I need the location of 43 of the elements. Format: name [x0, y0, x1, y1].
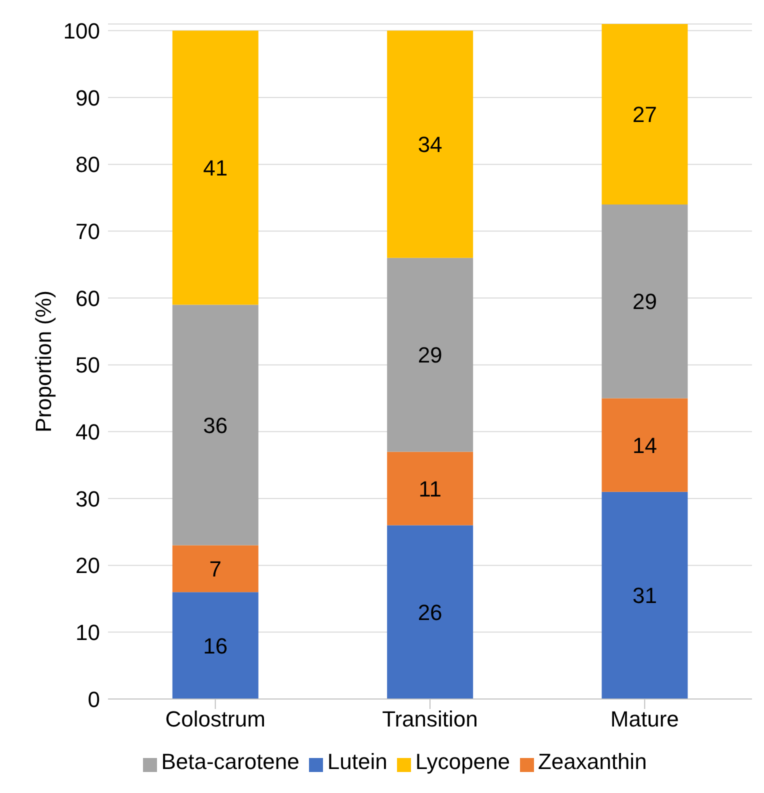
x-tick-label: Mature: [610, 706, 679, 732]
data-label: 7: [209, 556, 222, 582]
bar: [602, 204, 688, 398]
data-label: 36: [203, 412, 228, 438]
legend-label: Zeaxanthin: [538, 749, 647, 774]
x-tick-label: Transition: [382, 706, 478, 732]
bar: [172, 545, 258, 592]
data-label: 29: [418, 342, 442, 368]
data-label: 27: [632, 102, 657, 128]
y-axis-title: Proportion (%): [30, 290, 56, 432]
bar: [172, 30, 258, 305]
y-tick-label: 30: [76, 486, 100, 512]
data-label: 11: [418, 476, 442, 502]
y-tick-label: 40: [76, 419, 100, 444]
bar: [602, 24, 688, 204]
bar: [602, 492, 688, 699]
bar: [387, 30, 474, 258]
legend-label: Lutein: [327, 749, 388, 774]
data-label: 31: [632, 583, 657, 608]
bar: [172, 304, 258, 546]
y-tick-label: 20: [76, 553, 100, 578]
data-label: 26: [418, 600, 442, 625]
data-label: 14: [632, 432, 657, 458]
data-label: 16: [203, 633, 228, 658]
data-label: 34: [418, 132, 442, 158]
y-tick-label: 60: [76, 286, 100, 311]
y-tick-label: 50: [76, 352, 100, 378]
bar: [172, 592, 258, 699]
y-tick-label: 0: [88, 686, 100, 712]
bar: [602, 398, 688, 492]
bar: [387, 525, 474, 699]
data-label: 29: [632, 289, 657, 314]
y-tick-label: 90: [76, 85, 100, 110]
bar: [387, 452, 474, 526]
y-tick-label: 10: [76, 620, 100, 645]
bar: [387, 258, 474, 452]
legend-label: Beta-carotene: [161, 749, 300, 774]
y-tick-label: 100: [63, 18, 100, 44]
data-label: 41: [203, 156, 228, 180]
y-tick-label: 80: [76, 152, 100, 178]
x-tick-label: Colostrum: [165, 706, 266, 732]
y-tick-label: 70: [76, 218, 100, 244]
legend-label: Lycopene: [415, 749, 510, 774]
